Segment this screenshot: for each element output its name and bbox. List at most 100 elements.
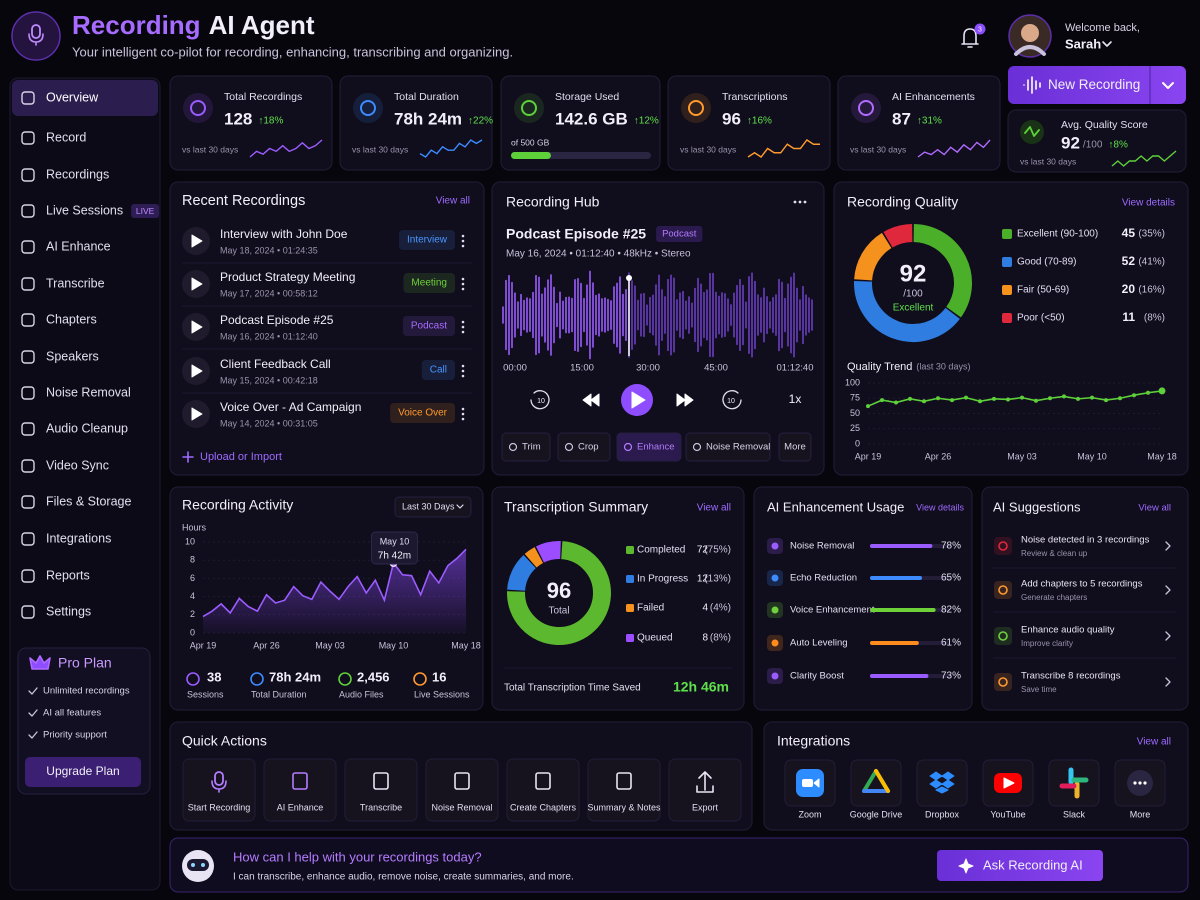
- point: [1034, 398, 1038, 403]
- action-label[interactable]: Transcribe: [360, 802, 402, 812]
- upload-link[interactable]: Upload or Import: [200, 451, 282, 463]
- saved-value: 12h 46m: [673, 679, 729, 695]
- speed[interactable]: 1x: [789, 392, 802, 406]
- feature-name: Clarity Boost: [790, 671, 844, 682]
- suggestion-title[interactable]: Noise detected in 3 recordings: [1021, 535, 1150, 546]
- suggestion-icon: [994, 537, 1012, 555]
- ask-button-text[interactable]: Ask Recording AI: [983, 857, 1083, 872]
- integration-label[interactable]: More: [1130, 809, 1151, 819]
- nav-icon: [21, 168, 35, 182]
- tool-button[interactable]: [685, 432, 771, 462]
- suggestion-icon: [994, 673, 1012, 691]
- upgrade-button[interactable]: [25, 757, 141, 787]
- suggestion-icon: [994, 581, 1012, 599]
- nav-item[interactable]: Transcribe: [46, 276, 105, 290]
- icon: [582, 393, 600, 407]
- tool-label[interactable]: Enhance: [637, 442, 675, 453]
- nav-item[interactable]: Chapters: [46, 312, 97, 326]
- nav-item[interactable]: Settings: [46, 604, 91, 618]
- suggestion-title[interactable]: Transcribe 8 recordings: [1021, 671, 1121, 682]
- integration-tile[interactable]: [916, 759, 968, 807]
- tool-label[interactable]: Crop: [578, 442, 599, 453]
- tag: [398, 230, 455, 250]
- link[interactable]: View all: [1138, 503, 1171, 514]
- legend-share: (4%): [710, 603, 731, 614]
- icon: [214, 771, 224, 786]
- suggestion-title[interactable]: Enhance audio quality: [1021, 625, 1115, 636]
- icon: [1165, 631, 1171, 641]
- tooltip: [370, 531, 418, 565]
- nav-item[interactable]: Record: [46, 130, 86, 144]
- integration-label[interactable]: Zoom: [798, 809, 821, 819]
- tag: [421, 360, 455, 380]
- action-label[interactable]: Start Recording: [188, 802, 251, 812]
- skip-label[interactable]: 10: [537, 398, 545, 405]
- y-tick-label: 0: [855, 438, 860, 448]
- action-tile[interactable]: [587, 758, 661, 822]
- link[interactable]: View details: [916, 502, 964, 512]
- nav-item[interactable]: Noise Removal: [46, 385, 131, 399]
- link[interactable]: View details: [1122, 198, 1175, 209]
- integration-label[interactable]: Dropbox: [925, 809, 960, 819]
- score-label: Excellent: [893, 303, 934, 314]
- stat-change: ↑31%: [917, 116, 942, 127]
- link[interactable]: View all: [436, 196, 470, 207]
- nav-item[interactable]: Live Sessions: [46, 203, 123, 217]
- nav-item[interactable]: Video Sync: [46, 458, 109, 472]
- integration-label[interactable]: Slack: [1063, 809, 1086, 819]
- ask-button[interactable]: [937, 850, 1103, 881]
- range-select[interactable]: [394, 496, 472, 518]
- action-label[interactable]: Noise Removal: [431, 802, 492, 812]
- icon: [929, 771, 955, 794]
- tool-label[interactable]: Trim: [522, 442, 541, 453]
- integration-tile[interactable]: [1048, 759, 1100, 807]
- nav-item[interactable]: Files & Storage: [46, 494, 132, 508]
- tool-button[interactable]: [557, 432, 611, 462]
- card: [169, 181, 485, 476]
- upgrade-button-text[interactable]: Upgrade Plan: [46, 764, 119, 778]
- stat-label: Total Duration: [394, 91, 459, 103]
- legend-label: Poor (<50): [1017, 313, 1065, 324]
- action-label[interactable]: Summary & Notes: [587, 802, 661, 812]
- new-recording-button[interactable]: [1008, 66, 1186, 104]
- link[interactable]: View all: [1137, 737, 1171, 748]
- menu-dot: [793, 200, 797, 204]
- action-tile[interactable]: [425, 758, 499, 822]
- action-label[interactable]: AI Enhance: [277, 802, 324, 812]
- action-label[interactable]: Create Chapters: [510, 802, 577, 812]
- app-subtitle: Your intelligent co-pilot for recording,…: [72, 44, 513, 59]
- tool-label[interactable]: Noise Removal: [706, 442, 770, 453]
- nav-item[interactable]: Integrations: [46, 531, 111, 545]
- action-tile[interactable]: [263, 758, 337, 822]
- nav-item[interactable]: Recordings: [46, 167, 109, 181]
- nav-item[interactable]: Audio Cleanup: [46, 421, 128, 435]
- action-tile[interactable]: [506, 758, 580, 822]
- integration-tile[interactable]: [850, 759, 902, 807]
- point: [950, 398, 954, 403]
- skip-label[interactable]: 10: [727, 398, 735, 405]
- nav-item[interactable]: AI Enhance: [46, 239, 111, 253]
- tool-button[interactable]: [778, 432, 812, 462]
- legend-count: 52: [1122, 254, 1136, 268]
- tool-label[interactable]: More: [784, 442, 806, 453]
- nav-item[interactable]: Reports: [46, 568, 90, 582]
- icon: [28, 687, 38, 695]
- nav-item[interactable]: Overview: [46, 90, 99, 104]
- nav-icon: [21, 240, 35, 254]
- legend-label: Failed: [637, 603, 664, 614]
- suggestion-title[interactable]: Add chapters to 5 recordings: [1021, 579, 1143, 590]
- action-label[interactable]: Export: [692, 802, 719, 812]
- action-tile[interactable]: [344, 758, 418, 822]
- tool-button[interactable]: [501, 432, 551, 462]
- tag: [656, 226, 703, 242]
- suggestion-icon: [998, 631, 1008, 641]
- new-recording-text[interactable]: New Recording: [1048, 77, 1140, 92]
- integration-label[interactable]: YouTube: [990, 809, 1025, 819]
- tool-icon: [623, 442, 633, 452]
- tool-button[interactable]: [616, 432, 682, 462]
- legend-share: (35%): [1138, 229, 1165, 240]
- nav-item[interactable]: Speakers: [46, 349, 99, 363]
- integration-label[interactable]: Google Drive: [850, 809, 903, 819]
- range-text[interactable]: Last 30 Days: [402, 501, 455, 511]
- link[interactable]: View all: [697, 503, 731, 514]
